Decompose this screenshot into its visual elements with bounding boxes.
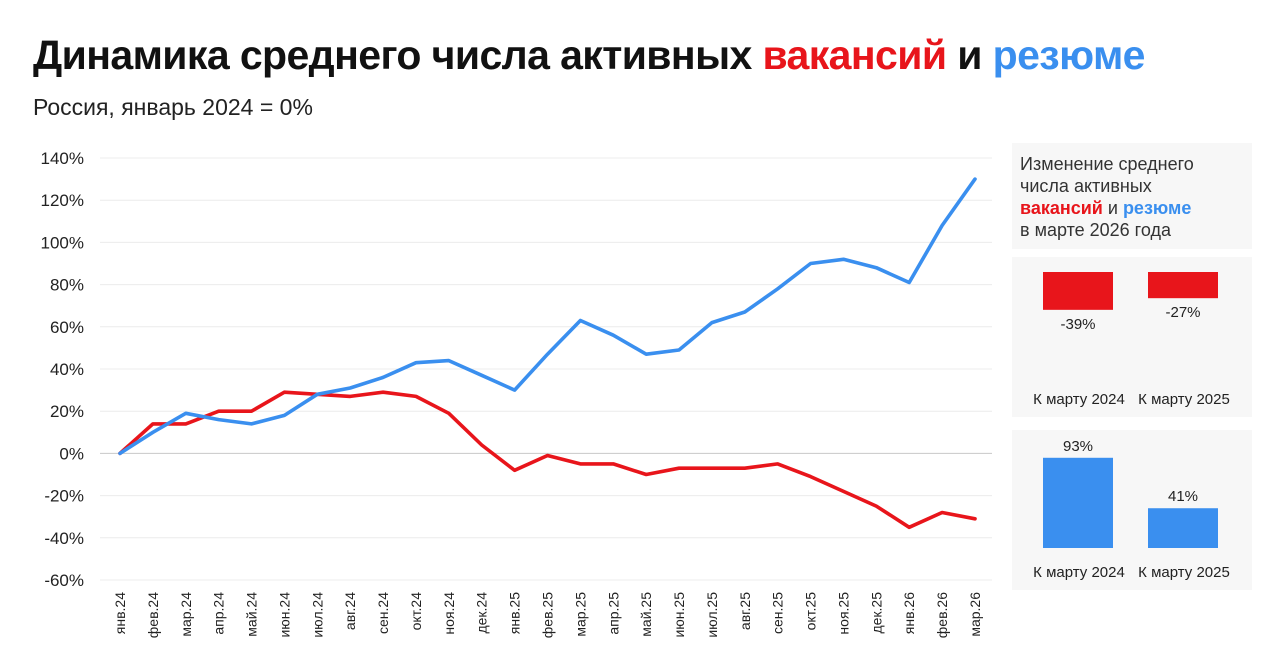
resumes-category-label: К марту 2024 xyxy=(1033,564,1125,581)
title-resumes: резюме xyxy=(992,32,1146,78)
resumes-line xyxy=(118,177,977,456)
y-tick-label: 60% xyxy=(50,318,84,337)
vacancies-bar xyxy=(1148,272,1218,299)
side-caption-resumes: резюме xyxy=(1122,198,1192,218)
vacancies-bar-label: -39% xyxy=(1060,316,1095,333)
resumes-bar xyxy=(1043,457,1113,548)
y-tick-label: 0% xyxy=(59,444,84,463)
x-tick-label: июн.24 xyxy=(276,592,292,638)
y-tick-label: 100% xyxy=(41,233,84,252)
side-caption-vacancies: вакансий xyxy=(1020,198,1103,218)
y-tick-label: -60% xyxy=(44,571,84,590)
resumes-bar-label: 93% xyxy=(1063,438,1093,455)
resumes-bar-label: 41% xyxy=(1168,488,1198,505)
x-tick-label: окт.25 xyxy=(803,592,819,631)
x-tick-label: мар.25 xyxy=(572,592,588,637)
x-tick-label: янв.24 xyxy=(112,592,128,634)
side-caption-and: и xyxy=(1102,198,1123,218)
side-caption: Изменение среднего числа активных ваканс… xyxy=(1020,153,1194,241)
x-tick-label: дек.24 xyxy=(474,592,490,634)
y-tick-label: 80% xyxy=(50,276,84,295)
x-tick-label: фев.24 xyxy=(145,592,161,638)
x-tick-label: авг.24 xyxy=(342,592,358,630)
x-tick-label: май.25 xyxy=(638,592,654,637)
x-tick-label: июн.25 xyxy=(671,592,687,638)
vacancies-bar-label: -27% xyxy=(1165,304,1200,321)
x-tick-label: фев.26 xyxy=(934,592,950,638)
side-caption-line3: вакансий и резюме xyxy=(1020,197,1194,219)
side-caption-line4: в марте 2026 года xyxy=(1020,220,1171,240)
vacancies-category-label: К марту 2024 xyxy=(1033,391,1125,408)
y-tick-label: -40% xyxy=(44,529,84,548)
x-tick-label: авг.25 xyxy=(737,592,753,630)
y-tick-labels: 140% 120% 100% 80% 60% 40% 20% 0% -20% -40% -60% xyxy=(41,149,84,590)
x-tick-label: май.24 xyxy=(244,592,260,637)
x-tick-label: янв.25 xyxy=(507,592,523,634)
x-tick-label: сен.24 xyxy=(375,592,391,634)
side-caption-panel xyxy=(1012,143,1252,249)
chart-subtitle: Россия, январь 2024 = 0% xyxy=(33,94,313,120)
y-tick-label: 120% xyxy=(41,191,84,210)
title-part1: Динамика среднего числа активных xyxy=(33,32,763,78)
x-tick-label: апр.25 xyxy=(605,592,621,635)
series-lines xyxy=(118,177,977,530)
x-tick-label: сен.25 xyxy=(770,592,786,634)
y-tick-label: 40% xyxy=(50,360,84,379)
x-tick-label: июл.24 xyxy=(309,592,325,638)
x-tick-label: окт.24 xyxy=(408,592,424,631)
title-vacancies: вакансий xyxy=(762,32,947,78)
title-and: и xyxy=(946,32,993,78)
vacancies-line xyxy=(118,390,977,530)
x-tick-label: мар.24 xyxy=(178,592,194,637)
y-tick-label: -20% xyxy=(44,487,84,506)
side-caption-line2: числа активных xyxy=(1020,176,1152,196)
x-tick-label: ноя.25 xyxy=(835,592,851,635)
resumes-bar xyxy=(1148,508,1218,548)
x-tick-labels: янв.24 фев.24 мар.24 апр.24 май.24 июн.24 июл.… xyxy=(112,592,983,638)
resumes-category-label: К марту 2025 xyxy=(1138,564,1230,581)
chart-title: Динамика среднего числа активных ваканси… xyxy=(33,32,1145,79)
x-tick-label: мар.26 xyxy=(967,592,983,637)
side-caption-line1: Изменение среднего xyxy=(1020,154,1194,174)
x-tick-label: июл.25 xyxy=(704,592,720,638)
x-tick-label: дек.25 xyxy=(868,592,884,634)
grid-lines xyxy=(100,157,992,581)
vacancies-category-label: К марту 2025 xyxy=(1138,391,1230,408)
y-tick-label: 20% xyxy=(50,402,84,421)
summary-bars: -39% К марту 2024 -27% К марту 2025 93% К мар… xyxy=(1033,272,1230,581)
x-tick-label: фев.25 xyxy=(540,592,556,638)
x-tick-label: апр.24 xyxy=(211,592,227,635)
y-tick-label: 140% xyxy=(41,149,84,168)
x-tick-label: ноя.24 xyxy=(441,592,457,635)
x-tick-label: янв.26 xyxy=(901,592,917,634)
vacancies-bar xyxy=(1043,272,1113,310)
